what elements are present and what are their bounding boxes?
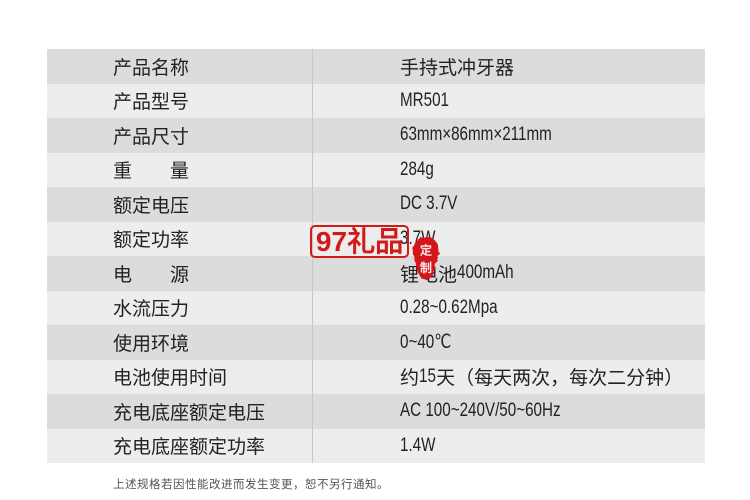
svg-text:制: 制 bbox=[420, 260, 432, 275]
svg-text:定: 定 bbox=[420, 243, 432, 258]
